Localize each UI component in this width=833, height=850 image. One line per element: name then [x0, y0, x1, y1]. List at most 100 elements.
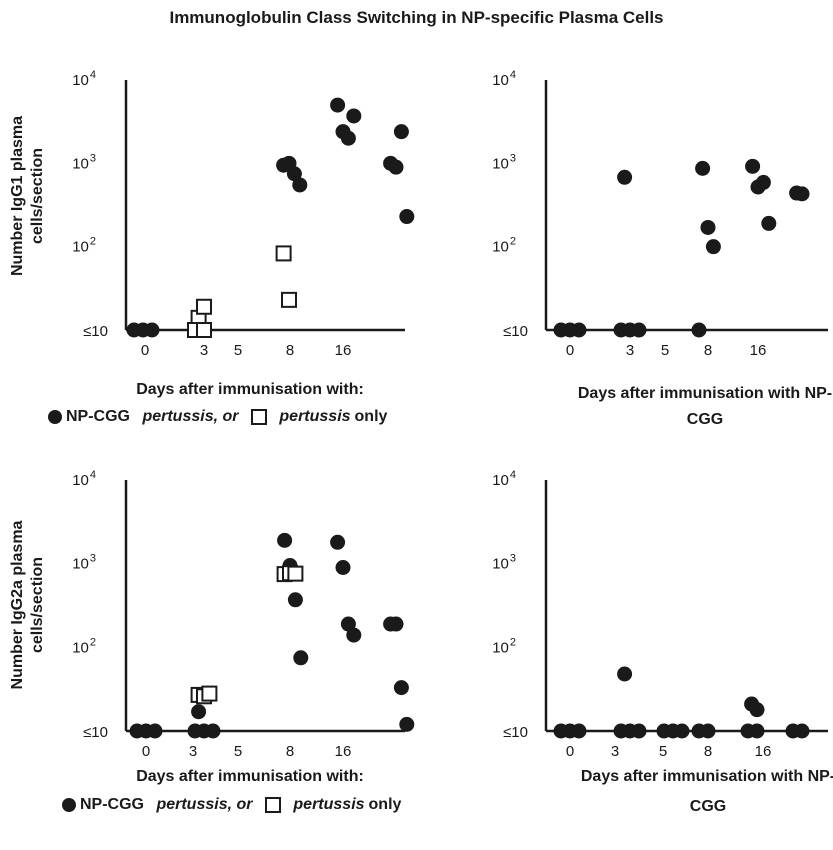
figure-title: Immunoglobulin Class Switching in NP-spe…	[169, 8, 664, 27]
data-point-circle	[393, 124, 409, 140]
y-tick-label: 103	[72, 553, 96, 573]
data-point-circle	[571, 723, 587, 739]
ylabel-bottom-line1: Number IgG2a plasma	[9, 520, 26, 690]
x-tick-label: 0	[566, 342, 574, 359]
y-tick-label: 103	[492, 553, 516, 573]
data-point-circle	[277, 532, 293, 548]
data-point-circle	[330, 534, 346, 550]
y-tick-exponent: 2	[510, 636, 516, 648]
y-tick-label: 103	[492, 152, 516, 172]
chart-igg1-np-cgg-pertussis: ≤10 102 103 104 0 3 5 8 16	[72, 69, 415, 359]
x-tick-label: 8	[286, 342, 294, 359]
y-tick-exponent: 3	[90, 152, 96, 164]
y-tick-label: 103	[72, 152, 96, 172]
x-tick-label: 8	[704, 743, 712, 760]
ylabel-bottom-line2: cells/section	[29, 556, 46, 654]
filled-circle-marker-icon	[62, 798, 76, 812]
y-tick-label: ≤10	[83, 724, 108, 741]
x-tick-label: 16	[755, 743, 772, 760]
ylabel-top-line1: Number IgG1 plasma	[9, 115, 26, 277]
data-point-circle	[330, 97, 346, 113]
y-tick-exponent: 2	[90, 236, 96, 248]
y-tick-exponent: 3	[510, 152, 516, 164]
chart-igg2a-np-cgg-pertussis: ≤10 102 103 104 0 3 5 8 16	[72, 469, 415, 760]
data-point-circle	[631, 322, 647, 338]
data-point-circle	[755, 174, 771, 190]
x-tick-label: 3	[200, 342, 208, 359]
data-point-circle	[674, 723, 690, 739]
data-point-circle	[191, 704, 207, 720]
legend-tail: only	[368, 796, 402, 813]
y-tick-label: 104	[492, 469, 516, 489]
data-point-square	[281, 291, 297, 308]
ylabel-top: Number IgG1 plasma cells/section	[8, 106, 48, 286]
data-point-circle	[794, 186, 810, 202]
data-point-circle	[286, 166, 302, 182]
data-point-square	[287, 565, 304, 582]
data-point-circle	[700, 219, 716, 235]
x-tick-label: 0	[566, 743, 574, 760]
y-tick-exponent: 2	[510, 236, 516, 248]
legend-series1-label: NP-CGG	[80, 796, 144, 813]
data-point-circle	[794, 723, 810, 739]
data-point-circle	[388, 616, 404, 632]
y-tick-label: 104	[72, 69, 96, 89]
x-tick-label: 5	[234, 743, 242, 760]
y-tick-label: 102	[72, 636, 96, 656]
y-tick-label: 104	[492, 69, 516, 89]
chart-igg1-np-cgg: ≤10 102 103 104 0 3 5 8 16	[492, 69, 828, 359]
x-tick-label: 3	[626, 342, 634, 359]
data-point-circle	[144, 322, 160, 338]
xlabel-bottom-left: Days after immunisation with:	[136, 768, 364, 785]
y-tick-label: ≤10	[503, 323, 528, 340]
y-tick-exponent: 4	[90, 69, 96, 81]
data-point-circle	[293, 650, 309, 666]
data-point-circle	[745, 158, 761, 174]
y-tick-exponent: 4	[510, 469, 516, 481]
y-tick-label: 102	[72, 236, 96, 256]
data-point-circle	[340, 616, 356, 632]
data-point-square	[196, 298, 212, 315]
xlabel-bottom-right: Days after immunisation with NP-CGG	[578, 762, 833, 822]
open-square-marker-icon	[250, 409, 267, 425]
data-point-circle	[399, 209, 415, 225]
data-point-circle	[388, 159, 404, 175]
data-point-circle	[761, 215, 777, 231]
x-tick-label: 16	[750, 342, 767, 359]
xlabel-top-right-text: Days after immunisation with NP-CGG	[577, 385, 833, 428]
xlabel-top-right: Days after immunisation with NP-CGG	[575, 381, 833, 433]
legend-bottom-left: NP-CGG pertussis, or pertussis only	[62, 796, 482, 817]
data-point-circle	[292, 177, 308, 193]
data-point-circle	[571, 322, 587, 338]
y-tick-exponent: 2	[90, 636, 96, 648]
data-point-circle	[340, 130, 356, 146]
y-tick-exponent: 3	[510, 553, 516, 565]
data-point-square	[196, 322, 212, 338]
x-tick-label: 5	[661, 342, 669, 359]
xlabel-bottom-right-text: Days after immunisation with NP-CGG	[580, 768, 833, 815]
legend-italic-2: pertussis	[293, 796, 365, 813]
x-tick-label: 5	[234, 342, 242, 359]
data-point-circle	[399, 716, 415, 732]
open-square-marker-icon	[264, 797, 281, 813]
legend-tail: only	[354, 408, 388, 425]
data-point-circle	[335, 559, 351, 575]
x-tick-label: 3	[189, 743, 197, 760]
x-tick-label: 0	[141, 342, 149, 359]
x-tick-label: 8	[286, 743, 294, 760]
data-point-circle	[749, 702, 765, 718]
legend-top-left: NP-CGG pertussis, or pertussis only	[48, 408, 468, 429]
data-point-square	[201, 685, 218, 702]
data-point-circle	[705, 239, 721, 255]
data-point-circle	[147, 723, 163, 739]
x-tick-label: 3	[611, 743, 619, 760]
ylabel-top-line2: cells/section	[29, 147, 46, 245]
data-point-circle	[700, 723, 716, 739]
data-point-circle	[695, 160, 711, 176]
data-point-circle	[691, 322, 707, 338]
legend-italic-2: pertussis	[279, 408, 351, 425]
y-tick-label: 104	[72, 469, 96, 489]
y-tick-label: ≤10	[503, 724, 528, 741]
data-point-circle	[393, 680, 409, 696]
data-point-square	[275, 245, 292, 262]
